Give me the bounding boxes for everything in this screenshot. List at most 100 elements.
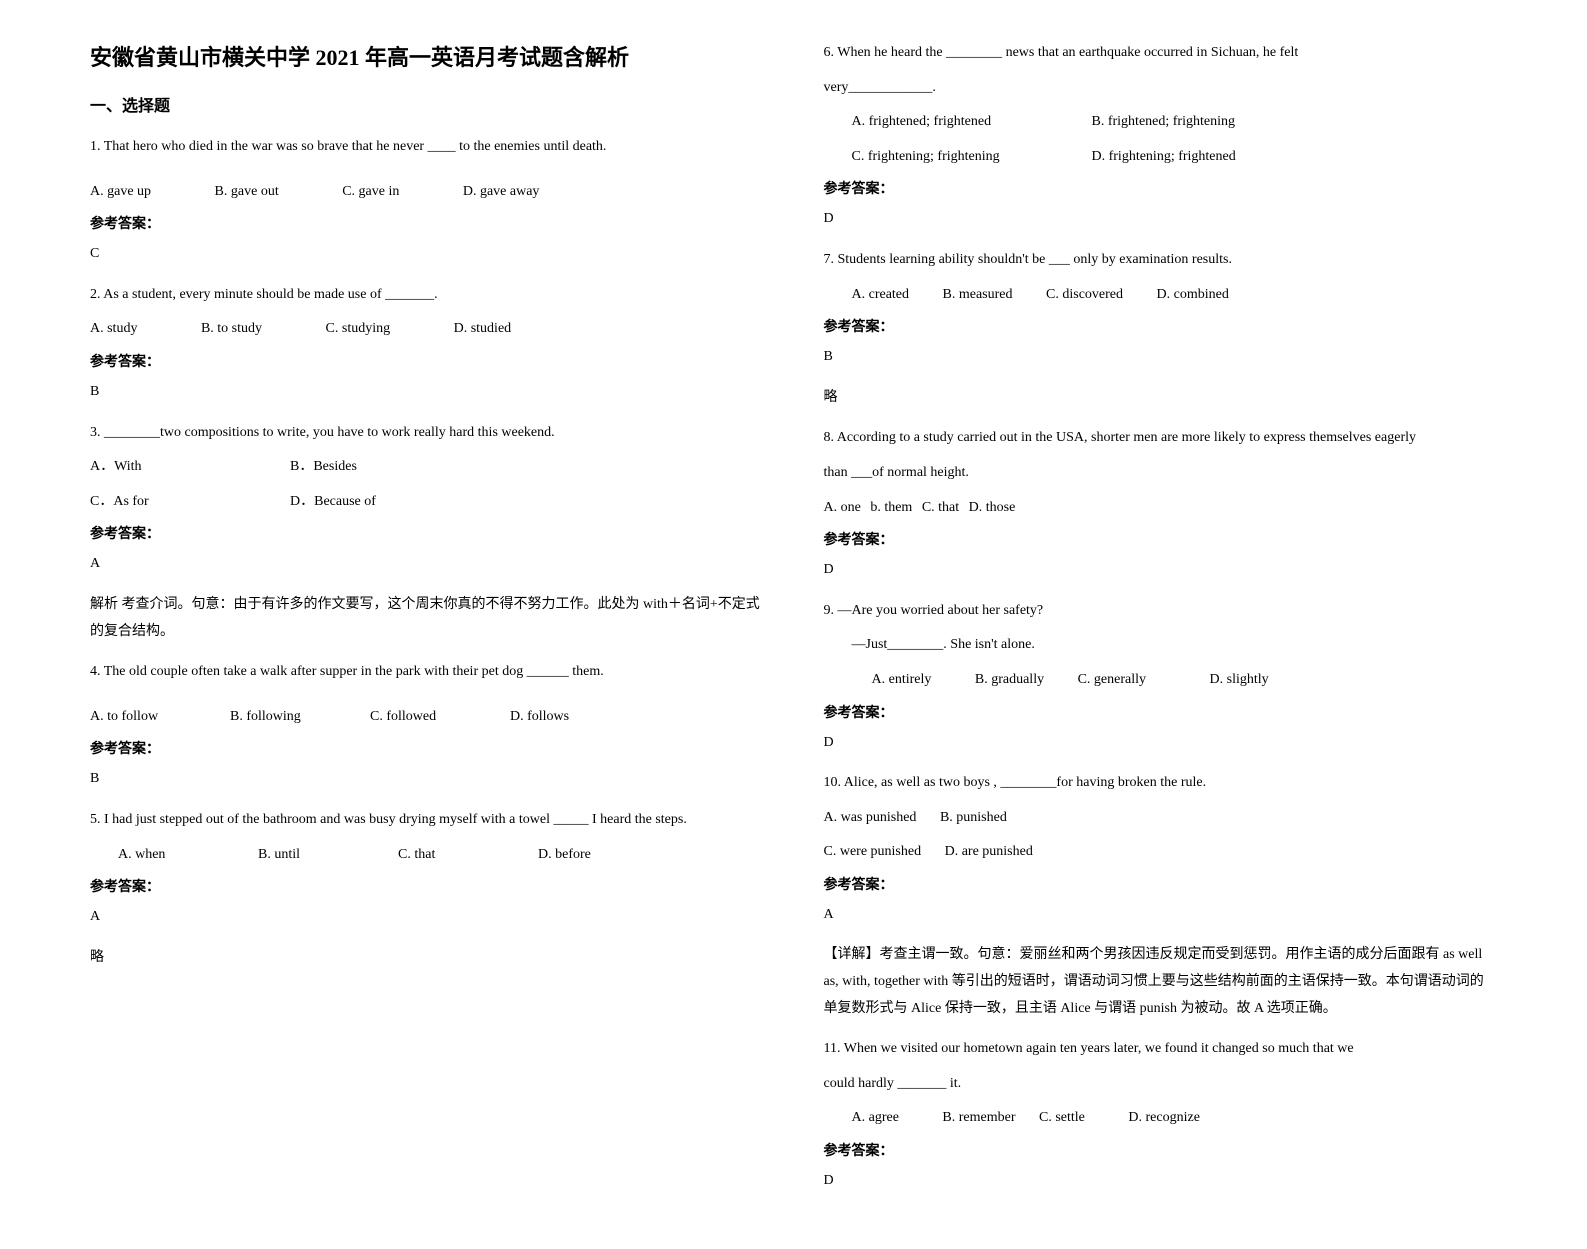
- q4-answer: B: [90, 766, 764, 793]
- question-9-text2: —Just________. She isn't alone.: [824, 632, 1498, 659]
- q1-opt-c: C. gave in: [342, 184, 399, 199]
- question-3-options-row1: A．With B．Besides: [90, 454, 764, 481]
- q7-opt-a: A. created: [852, 287, 910, 302]
- question-8-options: A. one b. them C. that D. those: [824, 495, 1498, 522]
- q3-opt-c: C．As for: [90, 489, 290, 516]
- question-9-options: A. entirely B. gradually C. generally D.…: [824, 667, 1498, 694]
- question-9-text1: 9. —Are you worried about her safety?: [824, 598, 1498, 625]
- q11-opt-a: A. agree: [852, 1110, 899, 1125]
- q4-opt-d: D. follows: [510, 704, 650, 731]
- question-3-text: 3. ________two compositions to write, yo…: [90, 420, 764, 447]
- q11-opt-d: D. recognize: [1128, 1110, 1200, 1125]
- q6-answer: D: [824, 206, 1498, 233]
- q5-omitted: 略: [90, 945, 764, 972]
- q4-opt-a: A. to follow: [90, 704, 230, 731]
- q9-answer: D: [824, 730, 1498, 757]
- q10-opt-b: B. punished: [940, 810, 1007, 825]
- q7-omitted: 略: [824, 385, 1498, 412]
- q5-opt-c: C. that: [398, 842, 538, 869]
- q3-opt-a: A．With: [90, 454, 290, 481]
- q2-opt-b: B. to study: [201, 321, 262, 336]
- q1-answer: C: [90, 241, 764, 268]
- right-column: 6. When he heard the ________ news that …: [794, 40, 1528, 1209]
- q3-opt-d: D．Because of: [290, 489, 490, 516]
- answer-label: 参考答案：: [824, 702, 1498, 722]
- q2-opt-c: C. studying: [326, 321, 391, 336]
- q8-opt-d: D. those: [969, 500, 1016, 515]
- q5-opt-a: A. when: [118, 842, 258, 869]
- q3-answer: A: [90, 551, 764, 578]
- q10-answer: A: [824, 902, 1498, 929]
- question-11-options: A. agree B. remember C. settle D. recogn…: [824, 1105, 1498, 1132]
- q10-opt-c: C. were punished: [824, 844, 922, 859]
- q3-opt-b: B．Besides: [290, 454, 490, 481]
- q7-answer: B: [824, 344, 1498, 371]
- q2-answer: B: [90, 379, 764, 406]
- q1-opt-a: A. gave up: [90, 184, 151, 199]
- q11-opt-b: B. remember: [942, 1110, 1015, 1125]
- answer-label: 参考答案：: [824, 178, 1498, 198]
- q10-explanation: 【详解】考查主谓一致。句意：爱丽丝和两个男孩因违反规定而受到惩罚。用作主语的成分…: [824, 942, 1498, 1022]
- q8-opt-a: A. one: [824, 500, 861, 515]
- q3-explanation: 解析 考查介词。句意：由于有许多的作文要写，这个周末你真的不得不努力工作。此处为…: [90, 592, 764, 645]
- q10-opt-d: D. are punished: [945, 844, 1033, 859]
- q4-opt-c: C. followed: [370, 704, 510, 731]
- question-2-options: A. study B. to study C. studying D. stud…: [90, 316, 764, 343]
- q6-opt-b: B. frightened; frightening: [1092, 109, 1332, 136]
- question-6-text1: 6. When he heard the ________ news that …: [824, 40, 1498, 67]
- q5-opt-d: D. before: [538, 842, 678, 869]
- q8-opt-b: b. them: [870, 500, 912, 515]
- answer-label: 参考答案：: [90, 876, 764, 896]
- page-title: 安徽省黄山市横关中学 2021 年高一英语月考试题含解析: [90, 40, 764, 72]
- q9-opt-a: A. entirely: [872, 672, 932, 687]
- question-4-options: A. to follow B. following C. followed D.…: [90, 704, 764, 731]
- q7-opt-c: C. discovered: [1046, 287, 1123, 302]
- question-7-text: 7. Students learning ability shouldn't b…: [824, 247, 1498, 274]
- q1-opt-b: B. gave out: [215, 184, 279, 199]
- q11-opt-c: C. settle: [1039, 1110, 1085, 1125]
- question-5-options: A. when B. until C. that D. before: [90, 842, 764, 869]
- answer-label: 参考答案：: [90, 523, 764, 543]
- q6-opt-d: D. frightening; frightened: [1092, 144, 1332, 171]
- question-1-text: 1. That hero who died in the war was so …: [90, 134, 764, 161]
- answer-label: 参考答案：: [90, 351, 764, 371]
- q2-opt-d: D. studied: [454, 321, 512, 336]
- question-7-options: A. created B. measured C. discovered D. …: [824, 282, 1498, 309]
- question-10-options-row2: C. were punished D. are punished: [824, 839, 1498, 866]
- question-11-text1: 11. When we visited our hometown again t…: [824, 1036, 1498, 1063]
- section-header: 一、选择题: [90, 92, 764, 116]
- q6-opt-c: C. frightening; frightening: [852, 144, 1092, 171]
- question-4-text: 4. The old couple often take a walk afte…: [90, 659, 764, 686]
- question-6-options-row1: A. frightened; frightened B. frightened;…: [824, 109, 1498, 136]
- answer-label: 参考答案：: [824, 529, 1498, 549]
- question-1-options: A. gave up B. gave out C. gave in D. gav…: [90, 179, 764, 206]
- question-3-options-row2: C．As for D．Because of: [90, 489, 764, 516]
- answer-label: 参考答案：: [824, 874, 1498, 894]
- answer-label: 参考答案：: [824, 316, 1498, 336]
- q5-answer: A: [90, 904, 764, 931]
- q7-opt-d: D. combined: [1157, 287, 1229, 302]
- q6-opt-a: A. frightened; frightened: [852, 109, 1092, 136]
- q8-opt-c: C. that: [922, 500, 959, 515]
- question-6-options-row2: C. frightening; frightening D. frighteni…: [824, 144, 1498, 171]
- q5-opt-b: B. until: [258, 842, 398, 869]
- question-8-text1: 8. According to a study carried out in t…: [824, 425, 1498, 452]
- left-column: 安徽省黄山市横关中学 2021 年高一英语月考试题含解析 一、选择题 1. Th…: [60, 40, 794, 1209]
- question-5-text: 5. I had just stepped out of the bathroo…: [90, 807, 764, 834]
- q7-opt-b: B. measured: [943, 287, 1013, 302]
- question-10-text: 10. Alice, as well as two boys , _______…: [824, 770, 1498, 797]
- q1-opt-d: D. gave away: [463, 184, 540, 199]
- question-11-text2: could hardly _______ it.: [824, 1071, 1498, 1098]
- q2-opt-a: A. study: [90, 321, 137, 336]
- answer-label: 参考答案：: [824, 1140, 1498, 1160]
- question-2-text: 2. As a student, every minute should be …: [90, 282, 764, 309]
- q8-answer: D: [824, 557, 1498, 584]
- q11-answer: D: [824, 1168, 1498, 1195]
- q9-opt-c: C. generally: [1078, 672, 1146, 687]
- q10-opt-a: A. was punished: [824, 810, 917, 825]
- question-8-text2: than ___of normal height.: [824, 460, 1498, 487]
- answer-label: 参考答案：: [90, 738, 764, 758]
- q4-opt-b: B. following: [230, 704, 370, 731]
- question-10-options-row1: A. was punished B. punished: [824, 805, 1498, 832]
- answer-label: 参考答案：: [90, 213, 764, 233]
